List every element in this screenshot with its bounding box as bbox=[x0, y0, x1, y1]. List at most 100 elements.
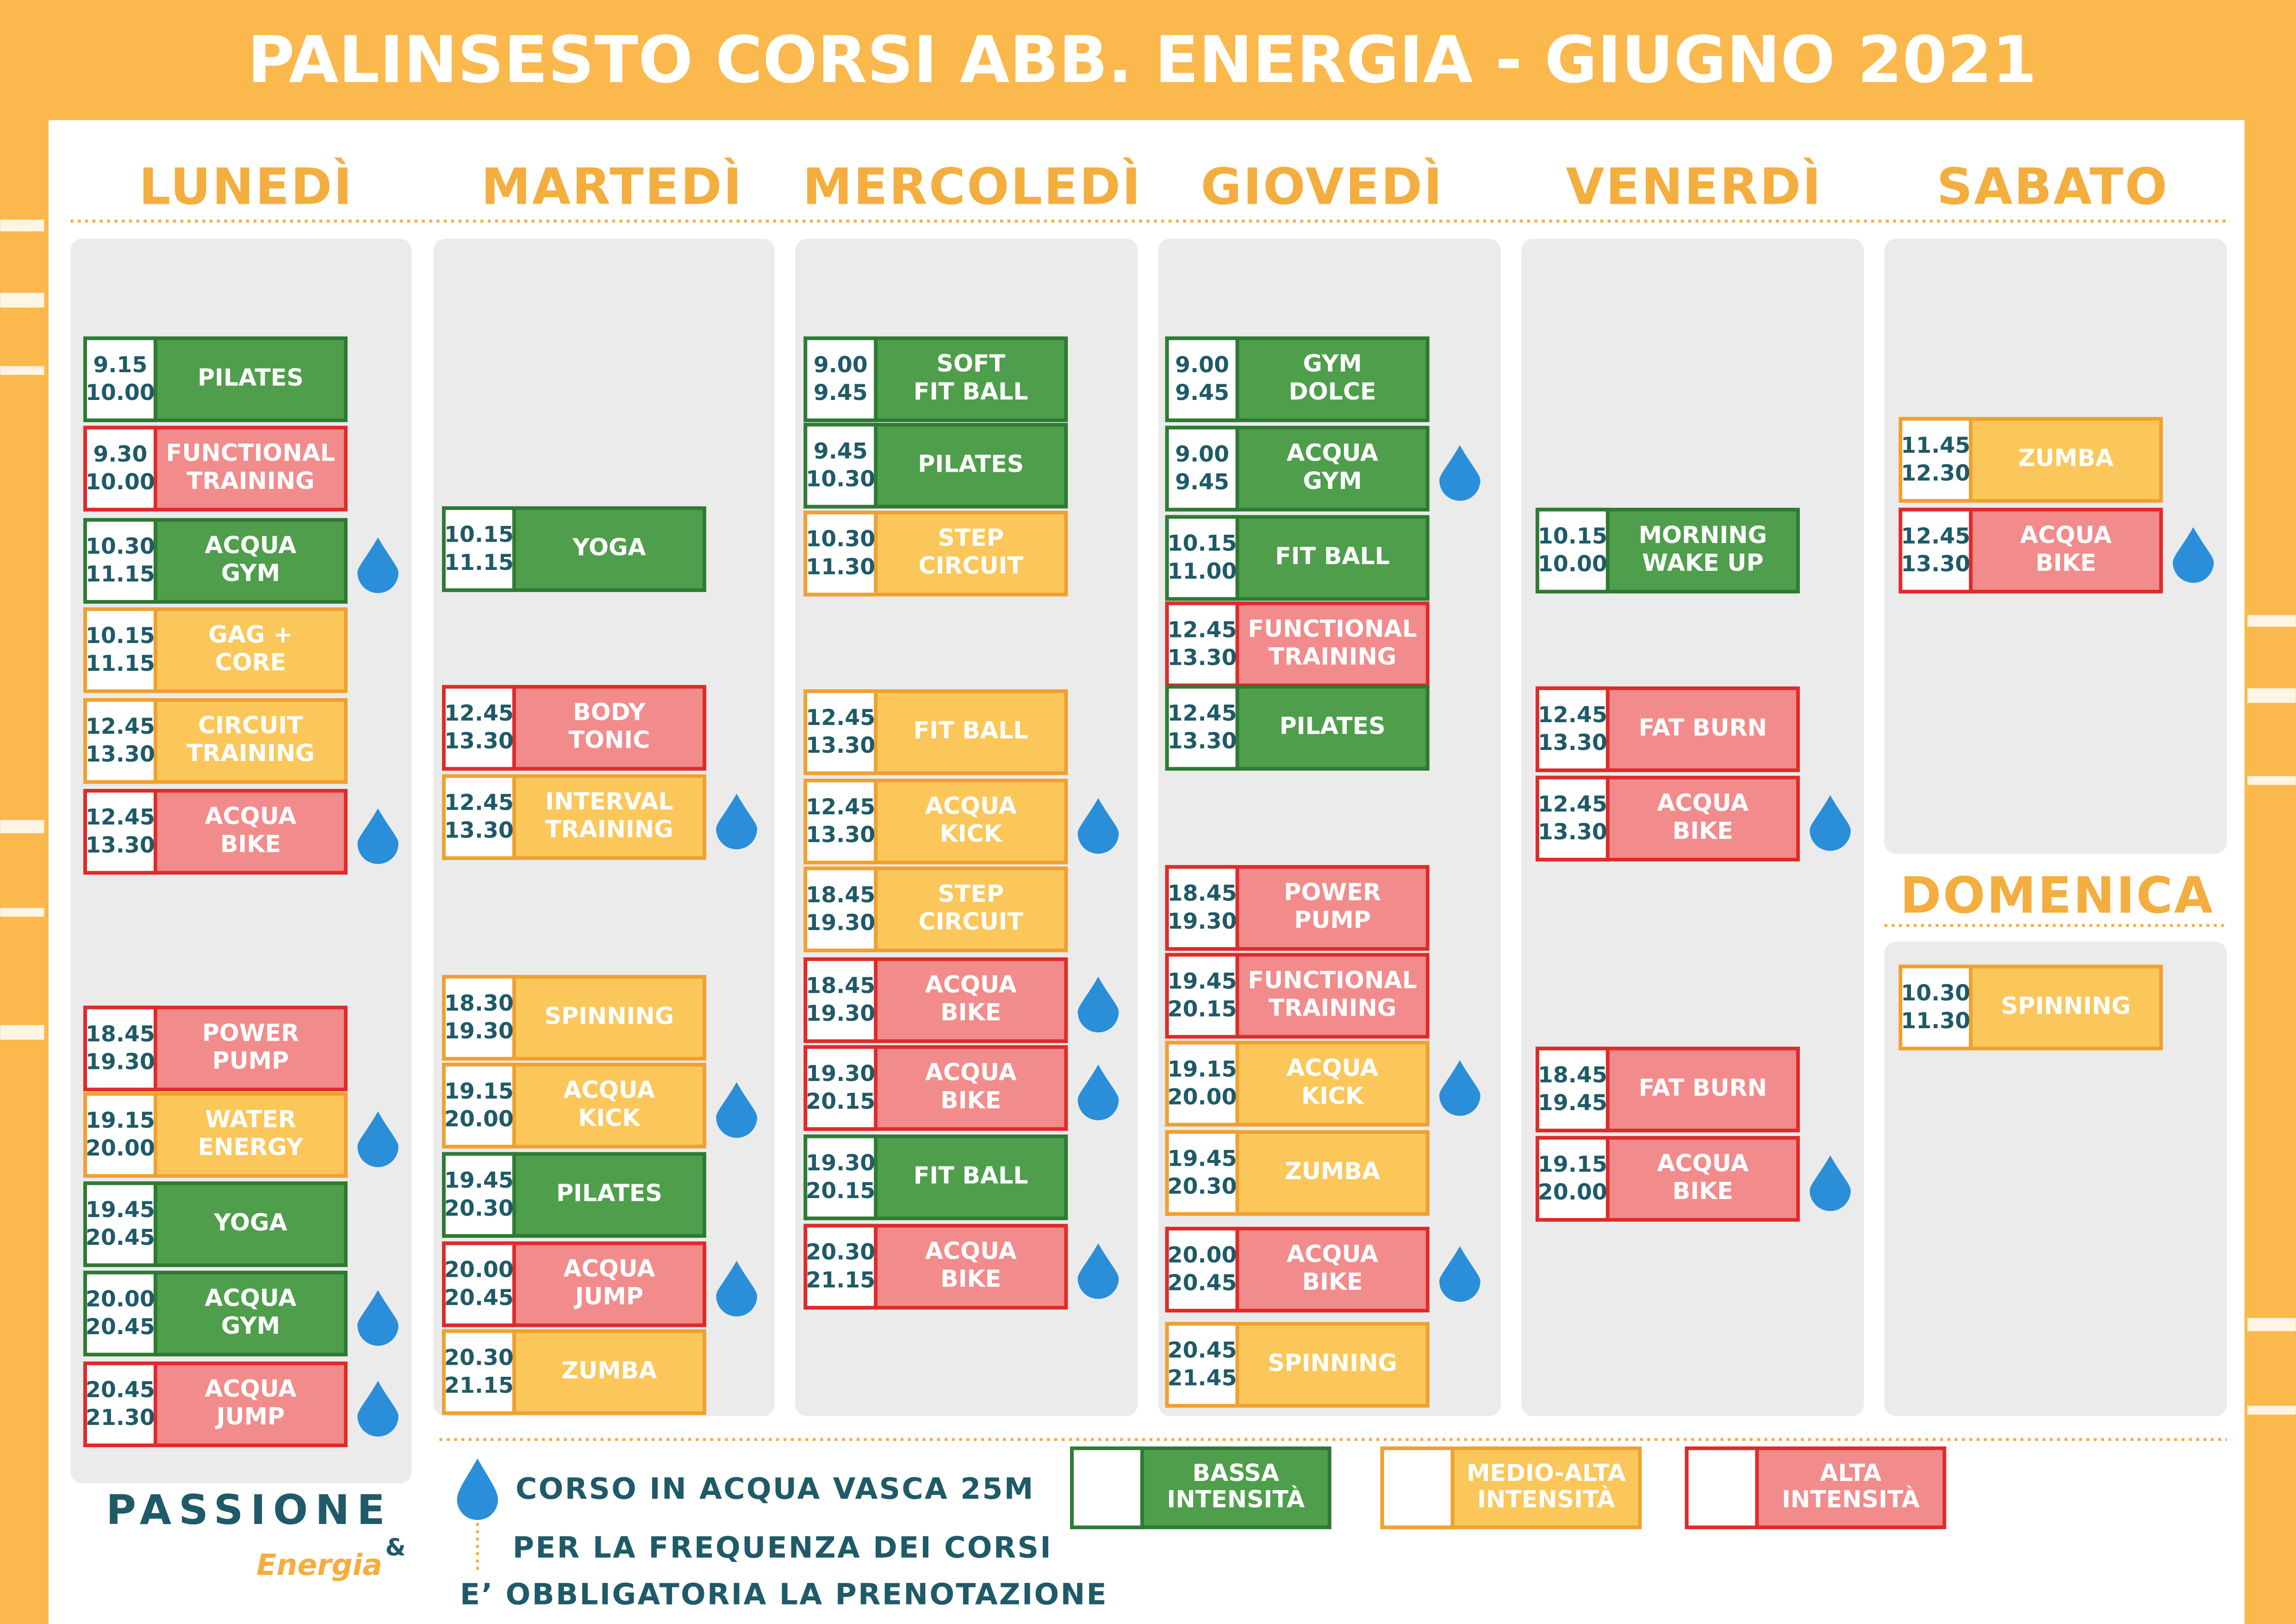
end-time: 21.30 bbox=[86, 1405, 155, 1430]
time-box bbox=[83, 1181, 157, 1267]
end-time: 21.15 bbox=[806, 1268, 875, 1293]
class-name: BIKE bbox=[1302, 1268, 1363, 1295]
time-box bbox=[803, 336, 878, 422]
end-time: 9.45 bbox=[1175, 469, 1229, 495]
class-name: ZUMBA bbox=[1285, 1157, 1380, 1185]
class-name: CORE bbox=[215, 649, 286, 676]
start-time: 12.45 bbox=[86, 805, 155, 830]
end-time: 9.45 bbox=[1175, 380, 1229, 406]
time-box bbox=[1165, 1130, 1239, 1216]
class-name: BIKE bbox=[940, 999, 1001, 1026]
start-time: 10.15 bbox=[1538, 524, 1607, 549]
class-name: ACQUA bbox=[925, 971, 1017, 998]
class-name: FUNCTIONAL bbox=[1248, 966, 1417, 993]
time-box bbox=[803, 779, 878, 865]
class-name: BIKE bbox=[220, 830, 281, 857]
end-time: 19.30 bbox=[86, 1049, 155, 1074]
class-name: YOGA bbox=[572, 534, 646, 561]
end-time: 20.15 bbox=[806, 1178, 875, 1204]
class-name: TRAINING bbox=[187, 467, 315, 494]
time-box bbox=[442, 774, 516, 860]
class-name: DOLCE bbox=[1289, 378, 1376, 405]
class-name: ACQUA bbox=[925, 792, 1017, 819]
time-box bbox=[1898, 507, 1973, 593]
start-time: 19.45 bbox=[1168, 969, 1237, 994]
time-box bbox=[1165, 1322, 1239, 1408]
start-time: 20.00 bbox=[1168, 1243, 1237, 1268]
end-time: 13.30 bbox=[1901, 551, 1970, 577]
end-time: 11.30 bbox=[806, 554, 875, 580]
start-time: 19.30 bbox=[806, 1150, 875, 1176]
class-name: KICK bbox=[578, 1104, 641, 1131]
start-time: 19.15 bbox=[1538, 1152, 1607, 1177]
start-time: 10.15 bbox=[1168, 531, 1237, 556]
end-time: 9.45 bbox=[814, 380, 868, 406]
start-time: 9.00 bbox=[814, 352, 868, 378]
class-name: GYM bbox=[221, 1312, 280, 1339]
class-name: FIT BALL bbox=[914, 378, 1028, 405]
class-name: ACQUA bbox=[563, 1255, 655, 1282]
end-time: 13.30 bbox=[1538, 730, 1607, 756]
class-name: ACQUA bbox=[2020, 521, 2112, 549]
end-time: 13.30 bbox=[1168, 729, 1237, 754]
time-box bbox=[83, 607, 157, 693]
class-name: INTERVAL bbox=[545, 788, 673, 815]
time-box bbox=[83, 1092, 157, 1178]
class-name: ACQUA bbox=[563, 1076, 655, 1104]
start-time: 12.45 bbox=[1538, 702, 1607, 728]
start-time: 12.45 bbox=[1538, 792, 1607, 817]
start-time: 20.30 bbox=[444, 1345, 514, 1370]
day-name: MARTEDÌ bbox=[481, 158, 743, 216]
class-name: KICK bbox=[940, 820, 1003, 847]
time-box bbox=[1535, 1046, 1610, 1132]
start-time: 10.15 bbox=[86, 623, 155, 649]
time-box bbox=[442, 1241, 516, 1327]
end-time: 13.30 bbox=[806, 733, 875, 758]
end-time: 11.15 bbox=[86, 562, 155, 587]
time-box bbox=[83, 1006, 157, 1092]
water-icon bbox=[1077, 1064, 1119, 1120]
day-name: LUNEDÌ bbox=[139, 158, 354, 216]
end-time: 13.30 bbox=[86, 832, 155, 858]
water-icon bbox=[1077, 1243, 1119, 1299]
water-icon bbox=[357, 1290, 398, 1346]
time-box bbox=[1535, 686, 1610, 772]
start-time: 12.45 bbox=[1901, 524, 1970, 549]
end-time: 20.30 bbox=[444, 1196, 514, 1221]
time-box bbox=[1165, 425, 1239, 512]
time-box bbox=[442, 974, 516, 1061]
class-name: CIRCUIT bbox=[918, 908, 1023, 935]
day-name: VENERDÌ bbox=[1566, 158, 1822, 216]
day-name: DOMENICA bbox=[1900, 867, 2215, 925]
time-box bbox=[1898, 417, 1973, 503]
time-box bbox=[1535, 775, 1610, 862]
class-name: GAG + bbox=[208, 621, 292, 648]
end-time: 10.00 bbox=[86, 380, 155, 406]
day-name: MERCOLEDÌ bbox=[803, 158, 1142, 216]
class-name: FUNCTIONAL bbox=[166, 439, 335, 467]
start-time: 12.45 bbox=[806, 794, 875, 820]
day-name: GIOVEDÌ bbox=[1201, 158, 1444, 216]
time-box bbox=[1535, 1136, 1610, 1222]
legend-label: MEDIO-ALTA bbox=[1467, 1459, 1626, 1487]
time-box bbox=[83, 1361, 157, 1448]
start-time: 20.45 bbox=[86, 1377, 155, 1403]
time-box bbox=[803, 957, 878, 1043]
class-name: SOFT bbox=[936, 350, 1005, 377]
start-time: 19.15 bbox=[444, 1079, 514, 1104]
end-time: 11.30 bbox=[1901, 1008, 1970, 1034]
class-name: ACQUA bbox=[205, 531, 296, 559]
class-name: ACQUA bbox=[1657, 789, 1748, 817]
end-time: 11.00 bbox=[1168, 559, 1237, 584]
start-time: 18.45 bbox=[806, 973, 875, 999]
end-time: 21.15 bbox=[444, 1373, 514, 1399]
time-box bbox=[803, 511, 878, 597]
start-time: 9.45 bbox=[814, 438, 868, 464]
class-name: PILATES bbox=[918, 450, 1024, 477]
class-name: PUMP bbox=[1294, 906, 1371, 934]
class-name: BODY bbox=[573, 699, 646, 726]
start-time: 12.45 bbox=[806, 705, 875, 731]
start-time: 9.15 bbox=[93, 352, 147, 378]
start-time: 18.45 bbox=[1538, 1062, 1607, 1088]
end-time: 20.00 bbox=[1538, 1180, 1607, 1205]
